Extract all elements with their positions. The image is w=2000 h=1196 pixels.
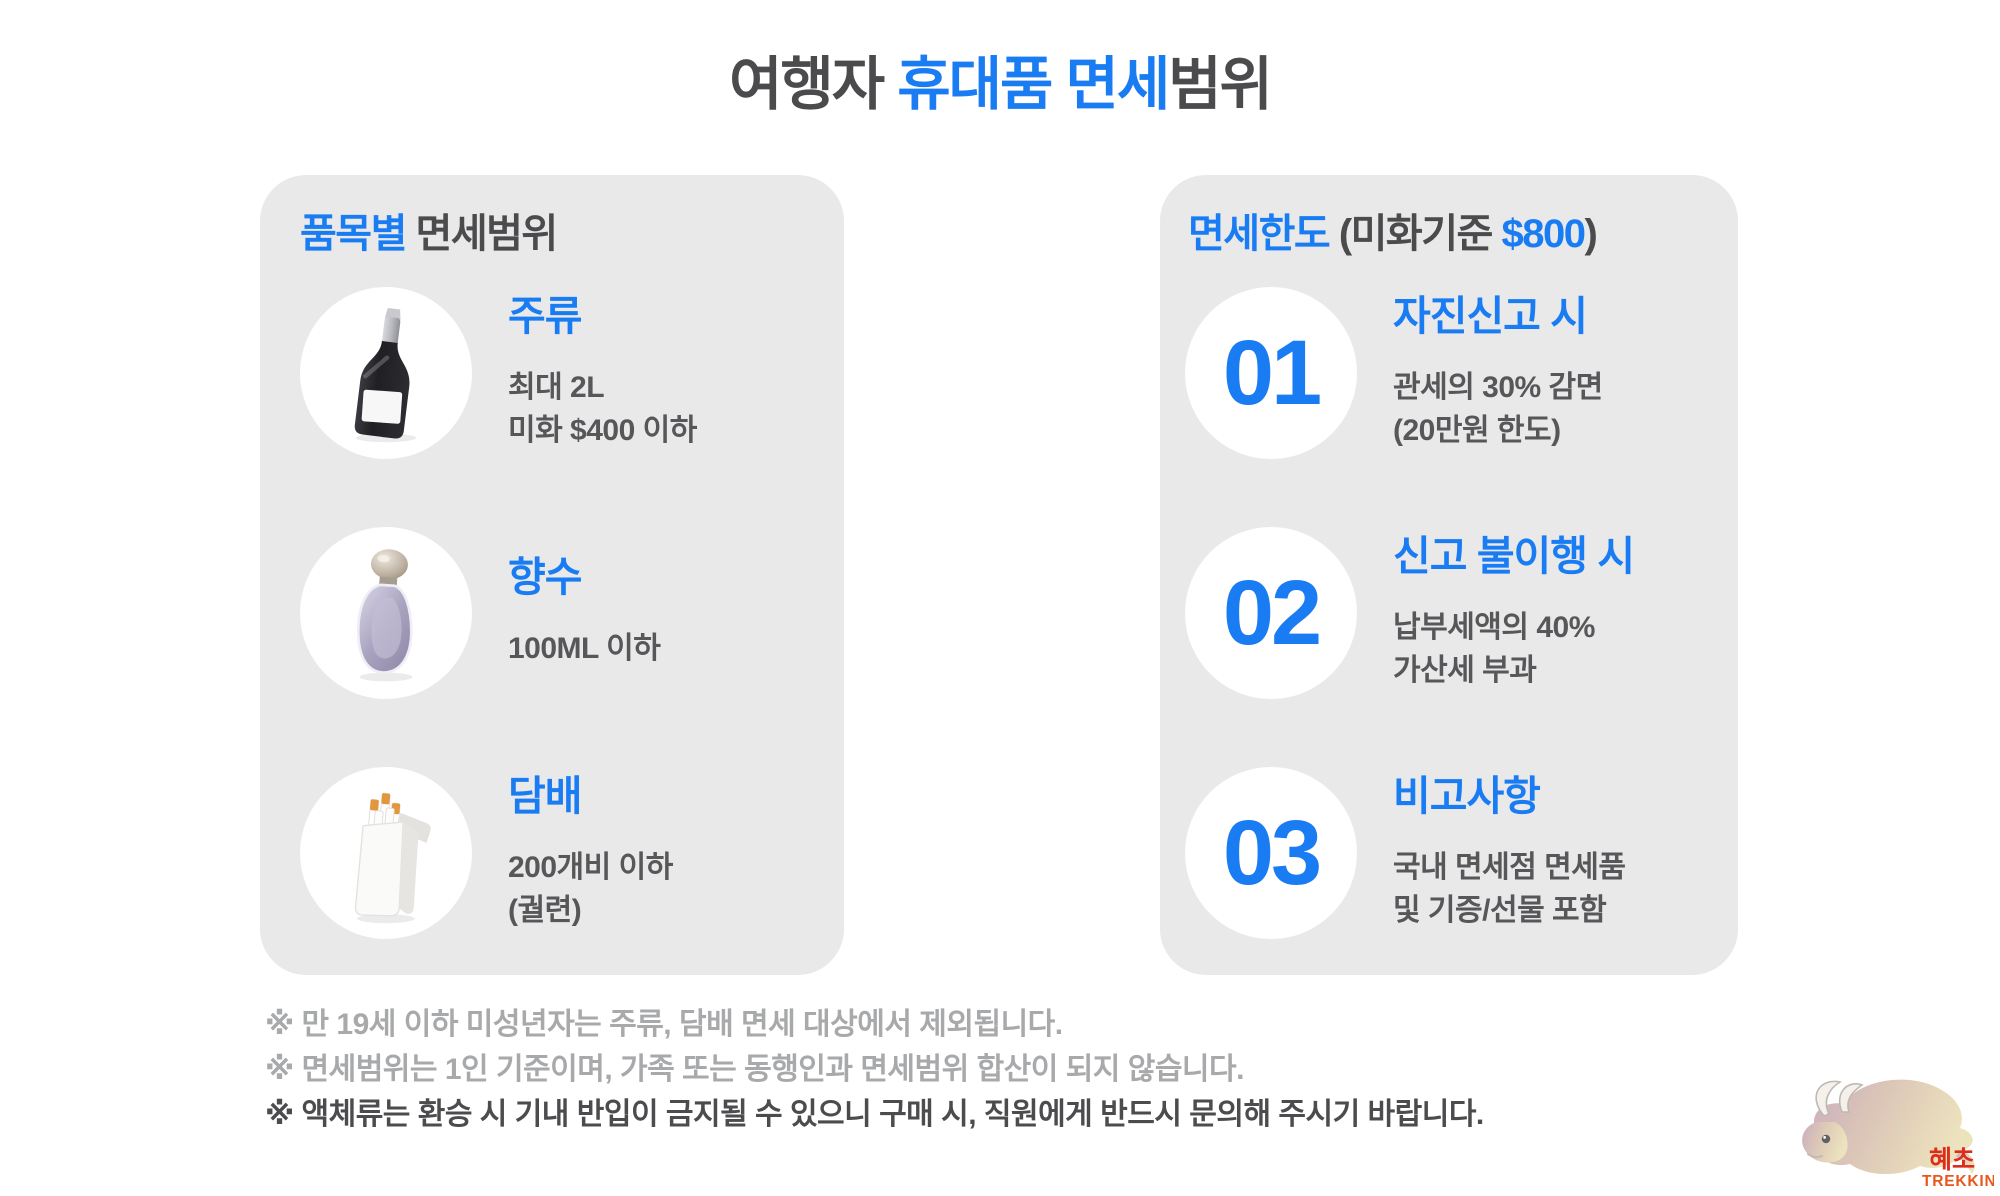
left-card-heading-highlight: 품목별 — [300, 212, 407, 256]
alcohol-title: 주류 — [508, 292, 582, 339]
number-circle-03: 03 — [1185, 767, 1357, 939]
perfume-line-1: 100ML 이하 — [508, 632, 661, 666]
items-duty-free-card: 품목별 면세범위 — [260, 175, 844, 975]
number-03: 03 — [1222, 802, 1322, 904]
right-card-heading-highlight: 면세한도 — [1188, 212, 1331, 256]
title-part-scope: 범위 — [1168, 52, 1273, 117]
number-01: 01 — [1222, 322, 1322, 424]
number-circle-01: 01 — [1185, 287, 1357, 459]
item-row-cigarettes: 담배 200개비 이하 (궐련) — [260, 767, 844, 939]
title-part-traveler: 여행자 — [729, 52, 898, 117]
right-card-rows: 01 자진신고 시 관세의 30% 감면 (20만원 한도) 02 신고 불이행… — [1160, 287, 1738, 939]
footnote-2: ※ 면세범위는 1인 기준이며, 가족 또는 동행인과 면세범위 합산이 되지 … — [265, 1053, 1244, 1086]
limit-02-body: 납부세액의 40% 가산세 부과 — [1393, 607, 1634, 692]
logo-name: 혜초 — [1929, 1146, 1975, 1174]
perfume-text: 향수 100ML 이하 — [508, 554, 661, 671]
wine-bottle-icon — [354, 307, 416, 442]
limit-03-line-1: 국내 면세점 면세품 — [1393, 850, 1626, 884]
cigarettes-line-2: (궐련) — [508, 893, 582, 927]
limit-01-body: 관세의 30% 감면 (20만원 한도) — [1393, 367, 1603, 452]
alcohol-line-1: 최대 2L — [508, 370, 605, 404]
limit-duty-free-card: 면세한도 (미화기준 $800) 01 자진신고 시 관세의 30% 감면 (2… — [1160, 175, 1738, 975]
alcohol-body: 최대 2L 미화 $400 이하 — [508, 367, 697, 452]
limit-03-title: 비고사항 — [1393, 772, 1541, 819]
limit-03-text: 비고사항 국내 면세점 면세품 및 기증/선물 포함 — [1393, 772, 1626, 932]
footnote-3: ※ 액체류는 환승 시 기내 반입이 금지될 수 있으니 구매 시, 직원에게 … — [265, 1098, 1484, 1131]
cigarettes-body: 200개비 이하 (궐련) — [508, 847, 673, 932]
right-card-heading-value: $800 — [1501, 212, 1585, 256]
cigarettes-text: 담배 200개비 이하 (궐련) — [508, 772, 673, 932]
limit-row-03: 03 비고사항 국내 면세점 면세품 및 기증/선물 포함 — [1160, 767, 1738, 939]
alcohol-image-circle — [300, 287, 472, 459]
right-card-heading: 면세한도 (미화기준 $800) — [1188, 201, 1598, 259]
page-title: 여행자 휴대품 면세범위 — [0, 52, 2000, 119]
alcohol-text: 주류 최대 2L 미화 $400 이하 — [508, 292, 697, 452]
number-02: 02 — [1222, 562, 1322, 664]
limit-02-title: 신고 불이행 시 — [1393, 532, 1635, 579]
right-card-heading-close: ) — [1584, 212, 1597, 256]
hyecho-trekking-logo: 혜초 TREKKING — [1786, 1054, 1994, 1192]
cigarettes-line-1: 200개비 이하 — [508, 850, 673, 884]
left-card-heading: 품목별 면세범위 — [300, 201, 559, 259]
cigarette-pack-icon — [354, 792, 431, 924]
perfume-body: 100ML 이하 — [508, 628, 661, 671]
perfume-bottle-icon — [356, 548, 413, 681]
limit-01-text: 자진신고 시 관세의 30% 감면 (20만원 한도) — [1393, 292, 1603, 452]
title-part-carryon-dutyfree: 휴대품 면세 — [897, 52, 1170, 117]
perfume-image-circle — [300, 527, 472, 699]
limit-row-02: 02 신고 불이행 시 납부세액의 40% 가산세 부과 — [1160, 527, 1738, 699]
right-card-heading-mid: (미화기준 — [1329, 212, 1502, 256]
limit-row-01: 01 자진신고 시 관세의 30% 감면 (20만원 한도) — [1160, 287, 1738, 459]
cigarettes-image-circle — [300, 767, 472, 939]
footnotes: ※ 만 19세 이하 미성년자는 주류, 담배 면세 대상에서 제외됩니다. ※… — [265, 1002, 1484, 1137]
left-card-heading-rest: 면세범위 — [405, 212, 559, 256]
limit-01-line-2: (20만원 한도) — [1393, 413, 1561, 447]
alcohol-line-2: 미화 $400 이하 — [508, 413, 697, 447]
limit-02-line-2: 가산세 부과 — [1393, 653, 1537, 687]
limit-01-title: 자진신고 시 — [1393, 292, 1588, 339]
item-row-perfume: 향수 100ML 이하 — [260, 527, 844, 699]
limit-02-text: 신고 불이행 시 납부세액의 40% 가산세 부과 — [1393, 532, 1635, 692]
limit-01-line-1: 관세의 30% 감면 — [1393, 370, 1603, 404]
cigarettes-title: 담배 — [508, 772, 582, 819]
item-row-alcohol: 주류 최대 2L 미화 $400 이하 — [260, 287, 844, 459]
logo-subtitle: TREKKING — [1922, 1173, 1994, 1190]
number-circle-02: 02 — [1185, 527, 1357, 699]
footnote-1: ※ 만 19세 이하 미성년자는 주류, 담배 면세 대상에서 제외됩니다. — [265, 1008, 1063, 1041]
perfume-title: 향수 — [508, 554, 582, 601]
limit-03-body: 국내 면세점 면세품 및 기증/선물 포함 — [1393, 847, 1626, 932]
left-card-rows: 주류 최대 2L 미화 $400 이하 — [260, 287, 844, 939]
yak-illustration: 혜초 TREKKING — [1802, 1079, 1994, 1190]
limit-02-line-1: 납부세액의 40% — [1393, 610, 1595, 644]
limit-03-line-2: 및 기증/선물 포함 — [1393, 893, 1607, 927]
